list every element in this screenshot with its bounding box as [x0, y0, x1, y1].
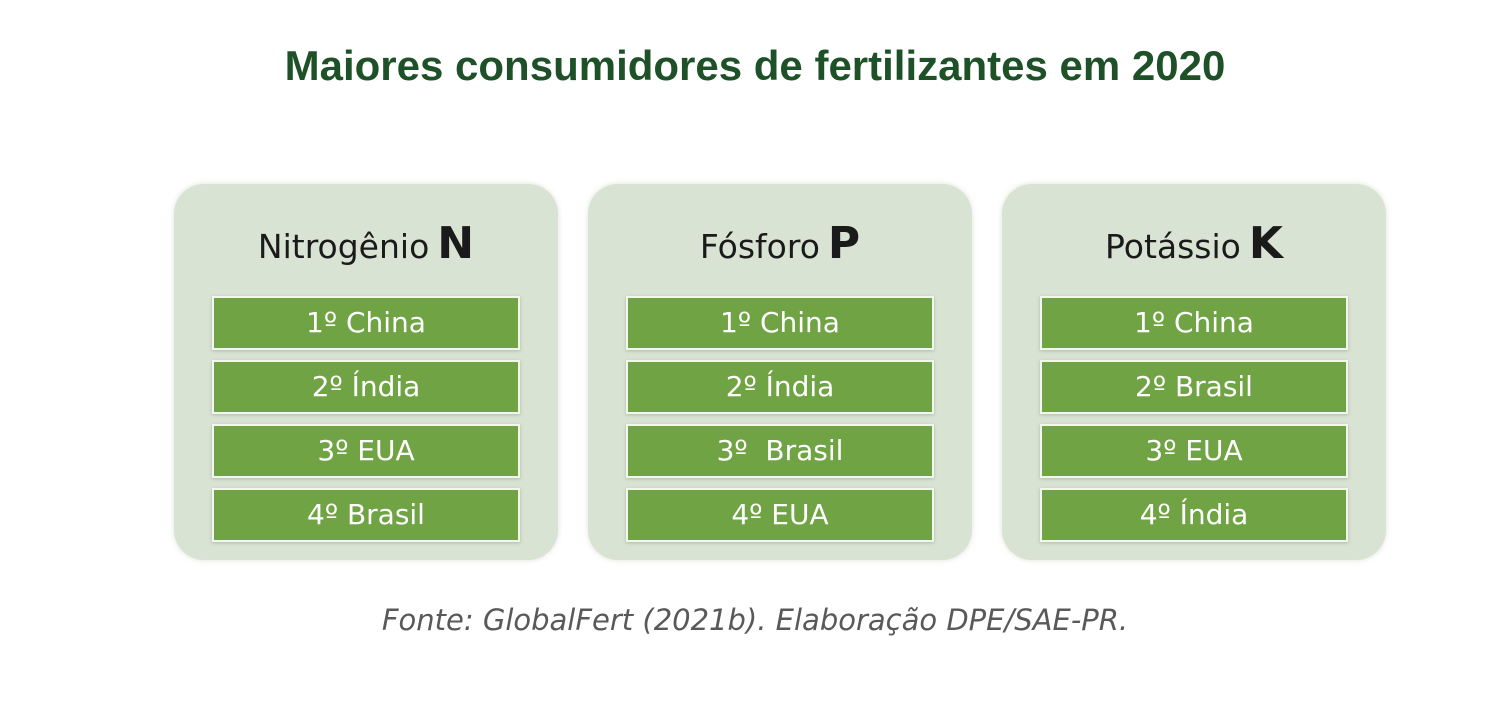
ranking-item: 3º Brasil: [626, 424, 934, 478]
nutrient-symbol: N: [437, 218, 475, 269]
ranking-item: 2º Brasil: [1040, 360, 1348, 414]
source-caption: Fonte: GlobalFert (2021b). Elaboração DP…: [381, 603, 1129, 637]
page-title: Maiores consumidores de fertilizantes em…: [284, 42, 1226, 89]
ranking-item: 2º Índia: [212, 360, 520, 414]
panel-fosforo: Fósforo P 1º China 2º Índia 3º Brasil 4º …: [588, 184, 972, 560]
ranking-item: 1º China: [212, 296, 520, 350]
nutrient-name: Fósforo: [699, 227, 820, 266]
panel-potassio: Potássio K 1º China 2º Brasil 3º EUA 4º Í…: [1002, 184, 1386, 560]
panel-heading: Potássio K: [1002, 218, 1386, 269]
ranking-item: 1º China: [626, 296, 934, 350]
nutrient-name: Potássio: [1105, 227, 1241, 266]
nutrient-symbol: P: [827, 218, 861, 269]
panel-heading: Nitrogênio N: [174, 218, 558, 269]
nutrient-panels: Nitrogênio N 1º China 2º Índia 3º EUA 4º …: [174, 184, 1388, 560]
nutrient-symbol: K: [1248, 218, 1283, 269]
ranking-item: 4º Índia: [1040, 488, 1348, 542]
panel-heading: Fósforo P: [588, 218, 972, 269]
ranking-item: 1º China: [1040, 296, 1348, 350]
nutrient-name: Nitrogênio: [257, 227, 430, 266]
panel-nitrogenio: Nitrogênio N 1º China 2º Índia 3º EUA 4º …: [174, 184, 558, 560]
ranking-item: 3º EUA: [1040, 424, 1348, 478]
ranking-item: 4º EUA: [626, 488, 934, 542]
ranking-item: 2º Índia: [626, 360, 934, 414]
ranking-item: 4º Brasil: [212, 488, 520, 542]
ranking-item: 3º EUA: [212, 424, 520, 478]
